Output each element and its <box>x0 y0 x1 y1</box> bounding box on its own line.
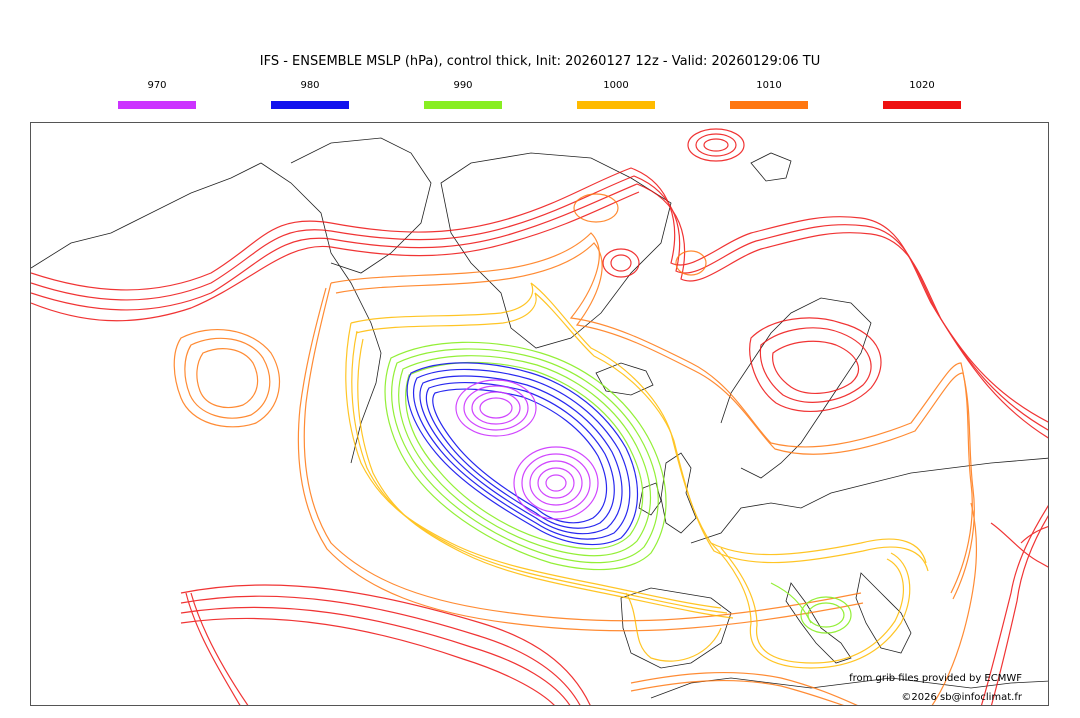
legend-item-990: 990 <box>424 80 502 109</box>
legend-item-980: 980 <box>271 80 349 109</box>
coastlines <box>31 137 1048 699</box>
chart-title: IFS - ENSEMBLE MSLP (hPa), control thick… <box>259 54 821 69</box>
legend-swatch <box>577 101 655 109</box>
baffin-coast <box>290 137 432 274</box>
isobars-1010 <box>173 193 978 705</box>
legend-label: 970 <box>147 80 167 91</box>
data-credit: from grib files provided by ECMWF <box>849 673 1022 684</box>
ireland-coast <box>638 482 662 516</box>
iceland-coast <box>595 362 654 396</box>
copyright-credit: ©2026 sb@infoclimat.fr <box>901 692 1022 703</box>
legend-swatch <box>424 101 502 109</box>
isobars-990 <box>384 341 852 634</box>
legend-label: 1000 <box>603 80 629 91</box>
legend-label: 990 <box>453 80 473 91</box>
legend-label: 1010 <box>756 80 782 91</box>
scandinavia-coast <box>720 297 872 479</box>
italy-coast <box>785 582 852 664</box>
isobars-1000 <box>345 282 929 669</box>
isobars-1020 <box>31 128 1048 705</box>
legend-label: 980 <box>300 80 320 91</box>
north-africa-coast <box>650 677 1048 699</box>
europe-coast <box>690 457 1048 544</box>
legend-item-1010: 1010 <box>730 80 808 109</box>
legend-item-1020: 1020 <box>883 80 961 109</box>
isobars-980 <box>406 362 639 546</box>
legend-swatch <box>883 101 961 109</box>
legend-swatch <box>730 101 808 109</box>
legend-swatch <box>118 101 196 109</box>
isobar-legend: 970 980 990 1000 1010 1020 <box>0 80 1080 112</box>
greenland-coast <box>440 152 672 349</box>
svalbard-coast <box>750 152 792 182</box>
legend-swatch <box>271 101 349 109</box>
balkans-coast <box>855 572 912 654</box>
north-america-coast <box>31 162 382 464</box>
ensemble-mslp-map <box>30 122 1049 706</box>
iberia-coast <box>620 587 732 669</box>
isobars-970 <box>455 379 599 520</box>
legend-label: 1020 <box>909 80 935 91</box>
british-isles-coast <box>660 452 697 534</box>
legend-item-1000: 1000 <box>577 80 655 109</box>
legend-item-970: 970 <box>118 80 196 109</box>
map-canvas <box>31 128 1048 705</box>
